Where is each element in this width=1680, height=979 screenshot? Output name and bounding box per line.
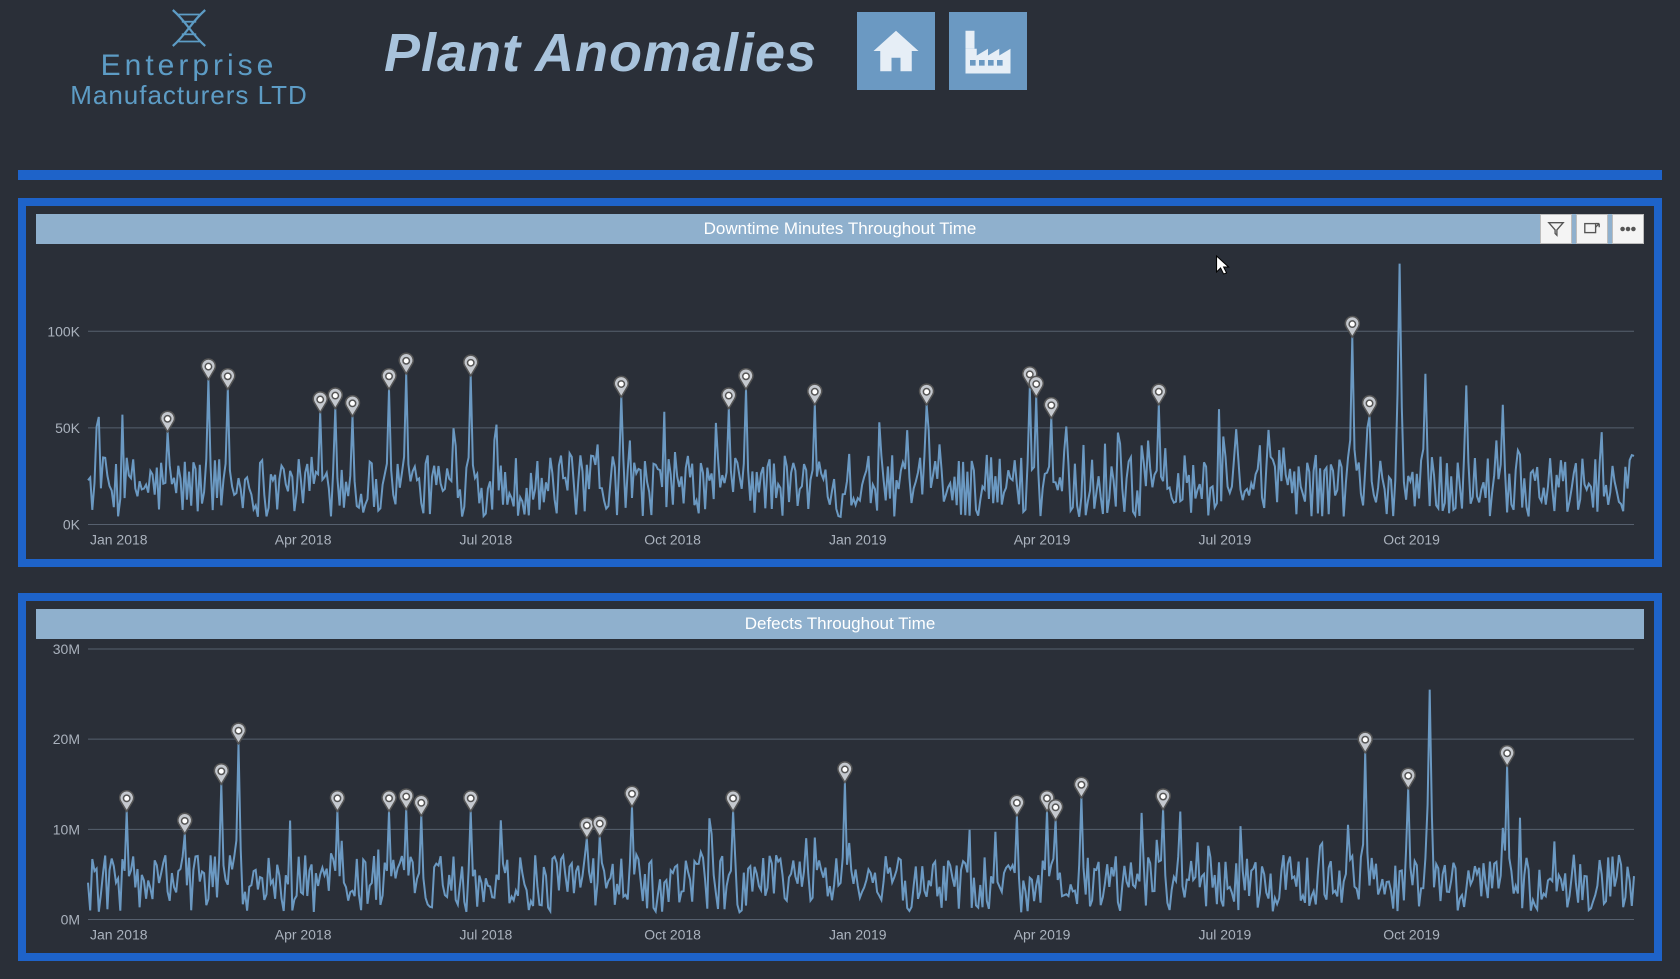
factory-button[interactable] [949, 12, 1027, 90]
svg-text:Jul 2019: Jul 2019 [1198, 926, 1251, 942]
chart-body[interactable]: 0K 50K 100K Jan 2018 Apr 2018 Jul 2018 Oct 201… [36, 244, 1644, 555]
chart-title: Downtime Minutes Throughout Time [704, 219, 977, 239]
svg-text:Apr 2019: Apr 2019 [1014, 532, 1071, 548]
chart-title-bar: Defects Throughout Time [36, 609, 1644, 639]
logo: Enterprise Manufacturers LTD [24, 0, 354, 109]
page-root: Enterprise Manufacturers LTD Plant Anoma… [0, 0, 1680, 979]
chart-toolbar [1540, 214, 1644, 244]
svg-text:50K: 50K [55, 420, 81, 436]
home-button[interactable] [857, 12, 935, 90]
svg-text:10M: 10M [53, 821, 80, 837]
filter-button[interactable] [1540, 214, 1572, 244]
svg-text:Jul 2018: Jul 2018 [459, 532, 512, 548]
svg-text:0K: 0K [63, 517, 81, 533]
svg-text:Oct 2018: Oct 2018 [644, 532, 701, 548]
svg-text:100K: 100K [47, 323, 80, 339]
svg-text:Oct 2018: Oct 2018 [644, 926, 701, 942]
svg-text:Jul 2019: Jul 2019 [1198, 532, 1251, 548]
chart-defects: Defects Throughout Time 0M 10M 20M 30M Jan 2… [18, 593, 1662, 962]
factory-icon [961, 24, 1015, 78]
logo-line1: Enterprise [70, 50, 308, 82]
svg-text:Apr 2018: Apr 2018 [275, 926, 332, 942]
svg-text:Apr 2018: Apr 2018 [275, 532, 332, 548]
page-title: Plant Anomalies [384, 22, 817, 84]
svg-text:Jan 2019: Jan 2019 [829, 532, 887, 548]
chart-body[interactable]: 0M 10M 20M 30M Jan 2018 Apr 2018 Jul 2018 Oct 2… [36, 639, 1644, 950]
focus-button[interactable] [1576, 214, 1608, 244]
svg-text:20M: 20M [53, 731, 80, 747]
svg-text:0M: 0M [61, 911, 80, 927]
logo-text: Enterprise Manufacturers LTD [70, 50, 308, 109]
svg-text:Jul 2018: Jul 2018 [459, 926, 512, 942]
chart-title: Defects Throughout Time [745, 614, 936, 634]
svg-text:Jan 2019: Jan 2019 [829, 926, 887, 942]
header-divider [18, 170, 1662, 180]
more-button[interactable] [1612, 214, 1644, 244]
charts-container: Downtime Minutes Throughout Time 0K 50K 10… [0, 180, 1680, 979]
svg-text:Jan 2018: Jan 2018 [90, 926, 148, 942]
nav-icons [857, 12, 1027, 90]
svg-text:30M: 30M [53, 640, 80, 656]
focus-icon [1583, 220, 1601, 238]
svg-text:Oct 2019: Oct 2019 [1383, 926, 1440, 942]
header: Enterprise Manufacturers LTD Plant Anoma… [0, 0, 1680, 170]
home-icon [869, 24, 923, 78]
svg-text:Apr 2019: Apr 2019 [1014, 926, 1071, 942]
more-icon [1619, 220, 1637, 238]
svg-text:Oct 2019: Oct 2019 [1383, 532, 1440, 548]
svg-text:Jan 2018: Jan 2018 [90, 532, 148, 548]
filter-icon [1547, 220, 1565, 238]
logo-line2: Manufacturers LTD [70, 82, 308, 109]
chart-downtime: Downtime Minutes Throughout Time 0K 50K 10… [18, 198, 1662, 567]
chart-title-bar: Downtime Minutes Throughout Time [36, 214, 1644, 244]
dna-icon [162, 6, 216, 50]
